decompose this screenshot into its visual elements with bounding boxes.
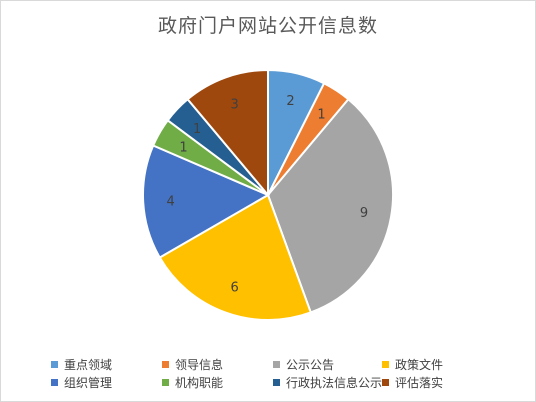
legend-label: 评估落实	[395, 376, 444, 390]
legend-swatch	[273, 361, 280, 368]
pie-slice	[266, 97, 394, 314]
data-label: 9	[360, 206, 368, 221]
data-label: 6	[231, 281, 239, 296]
data-label: 4	[167, 195, 175, 210]
legend-item: 组织管理	[51, 374, 112, 392]
legend-item: 评估落实	[382, 374, 443, 392]
pie-slice	[186, 68, 269, 198]
legend-swatch	[162, 361, 169, 368]
legend-row: 组织管理 机构职能 行政执法信息公示 评估落实	[1, 374, 535, 392]
data-label: 2	[286, 94, 294, 109]
legend-label: 公示公告	[286, 358, 335, 372]
legend-item: 重点领域	[51, 356, 112, 374]
legend-item: 政策文件	[382, 356, 443, 374]
legend-item: 机构职能	[162, 374, 223, 392]
data-label: 1	[179, 140, 187, 155]
chart-title: 政府门户网站公开信息数	[157, 15, 378, 37]
legend-swatch	[51, 361, 58, 368]
legend-label: 领导信息	[175, 358, 224, 372]
data-label: 1	[193, 122, 201, 137]
data-label: 3	[231, 97, 239, 112]
legend-item: 领导信息	[162, 356, 223, 374]
legend-swatch	[273, 379, 280, 386]
pie-slice	[158, 193, 313, 321]
legend-swatch	[162, 379, 169, 386]
legend-label: 政策文件	[395, 358, 444, 372]
legend-label: 机构职能	[175, 376, 224, 390]
data-label: 1	[317, 108, 325, 123]
legend-swatch	[382, 361, 389, 368]
pie-slice	[142, 144, 271, 259]
legend-item: 公示公告	[273, 356, 334, 374]
legend-label: 行政执法信息公示	[286, 376, 383, 390]
legend-swatch	[382, 379, 389, 386]
legend-label: 重点领域	[64, 358, 113, 372]
legend-row: 重点领域 领导信息 公示公告 政策文件	[1, 356, 535, 374]
legend-swatch	[51, 379, 58, 386]
legend-label: 组织管理	[64, 376, 113, 390]
legend-item: 行政执法信息公示	[273, 374, 382, 392]
